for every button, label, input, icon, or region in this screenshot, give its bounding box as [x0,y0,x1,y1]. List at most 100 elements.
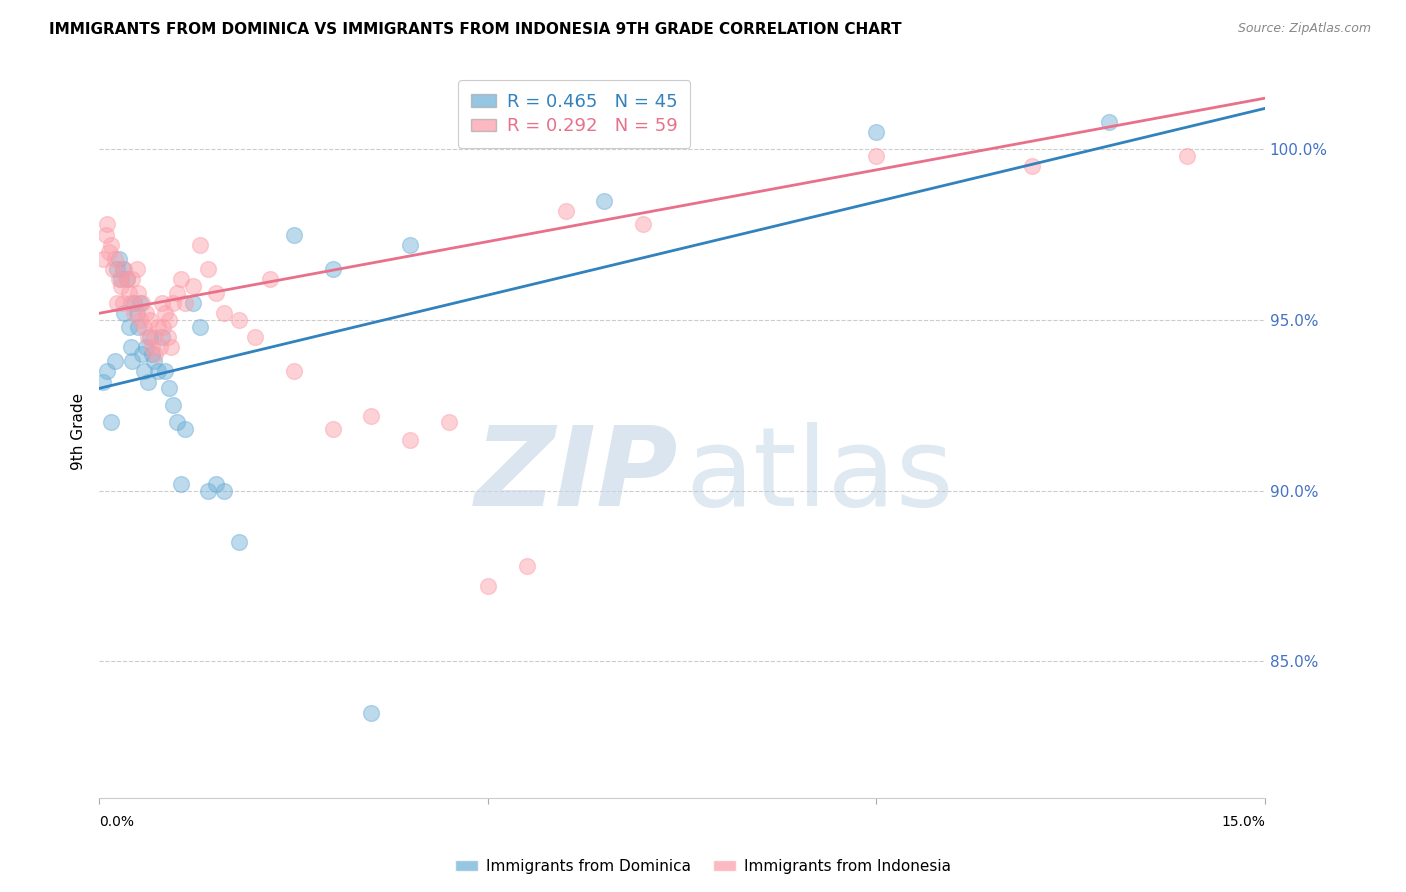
Text: atlas: atlas [686,422,955,529]
Point [115,272,138,286]
Point [111,296,134,310]
Point [111,261,134,276]
Point [212,306,235,320]
Point [150,330,173,344]
Point [104,354,127,368]
Point [115,272,138,286]
Point [360,409,382,423]
Point [125,261,148,276]
Point [360,706,382,720]
Point [1175,149,1198,163]
Point [477,579,499,593]
Point [134,364,156,378]
Point [156,330,179,344]
Point [128,313,150,327]
Point [865,125,887,139]
Point [131,347,153,361]
Point [125,306,148,320]
Point [1021,160,1043,174]
Point [197,483,219,498]
Text: IMMIGRANTS FROM DOMINICA VS IMMIGRANTS FROM INDONESIA 9TH GRADE CORRELATION CHAR: IMMIGRANTS FROM DOMINICA VS IMMIGRANTS F… [49,22,901,37]
Point [205,477,228,491]
Point [205,285,228,300]
Point [112,306,135,320]
Point [118,285,141,300]
Point [322,422,344,436]
Point [121,272,143,286]
Point [160,340,183,354]
Point [259,272,281,286]
Point [112,261,135,276]
Point [96,218,118,232]
Point [865,149,887,163]
Point [120,340,142,354]
Point [108,252,131,266]
Point [104,252,127,266]
Text: ZIP: ZIP [475,422,679,529]
Point [593,194,616,208]
Point [91,252,114,266]
Point [174,296,197,310]
Point [100,238,122,252]
Point [155,364,177,378]
Point [134,319,156,334]
Point [554,203,576,218]
Point [197,261,219,276]
Point [166,416,188,430]
Point [162,296,184,310]
Point [142,354,165,368]
Text: 0.0%: 0.0% [100,815,135,829]
Point [100,416,122,430]
Point [124,306,146,320]
Point [118,319,141,334]
Point [120,296,142,310]
Point [162,398,184,412]
Point [174,422,197,436]
Point [190,238,212,252]
Point [155,306,177,320]
Point [399,433,422,447]
Point [170,477,193,491]
Point [150,296,173,310]
Point [633,218,655,232]
Y-axis label: 9th Grade: 9th Grade [72,392,86,469]
Legend: Immigrants from Dominica, Immigrants from Indonesia: Immigrants from Dominica, Immigrants fro… [449,853,957,880]
Text: Source: ZipAtlas.com: Source: ZipAtlas.com [1237,22,1371,36]
Point [127,319,149,334]
Point [103,261,125,276]
Point [149,340,172,354]
Point [135,306,157,320]
Point [228,313,250,327]
Point [146,364,169,378]
Point [136,330,159,344]
Point [108,272,131,286]
Point [228,535,250,549]
Point [105,261,128,276]
Point [146,319,169,334]
Point [110,279,132,293]
Point [142,330,165,344]
Point [283,364,305,378]
Point [437,416,460,430]
Text: 15.0%: 15.0% [1220,815,1265,829]
Point [181,279,204,293]
Point [136,375,159,389]
Point [181,296,204,310]
Point [141,340,163,354]
Point [152,319,174,334]
Point [157,313,180,327]
Point [399,238,422,252]
Point [145,347,167,361]
Point [96,364,118,378]
Point [110,272,132,286]
Point [128,296,150,310]
Point [243,330,266,344]
Point [135,340,157,354]
Point [283,227,305,242]
Point [170,272,193,286]
Point [141,347,163,361]
Point [105,296,128,310]
Point [121,354,143,368]
Point [212,483,235,498]
Point [139,313,162,327]
